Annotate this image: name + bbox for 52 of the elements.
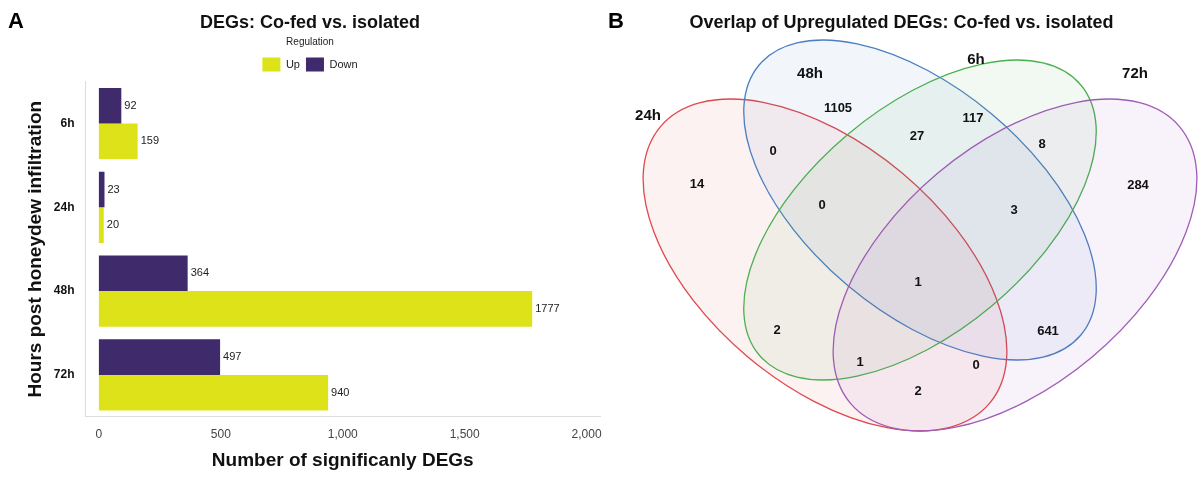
- y-axis-title: Hours post honeydew infiltration: [23, 100, 45, 398]
- x-tick-label: 1,500: [449, 427, 480, 442]
- legend-title: Regulation: [286, 36, 334, 48]
- text: B: [608, 8, 624, 34]
- y-tick-label: 6h: [60, 115, 75, 130]
- text: 1: [856, 353, 864, 369]
- data-label: 497: [223, 350, 242, 363]
- chart-title: DEGs: Co-fed vs. isolated: [199, 11, 421, 32]
- text: 1105: [823, 99, 853, 115]
- x-tick-label: 0: [95, 427, 103, 442]
- x-tick-label: 2,000: [571, 427, 602, 442]
- text: Overlap of Upregulated DEGs: Co-fed vs. isolated: [689, 12, 1114, 32]
- text: 284: [1127, 176, 1149, 192]
- text: 72h: [1122, 63, 1148, 81]
- y-tick-label: 24h: [53, 199, 75, 214]
- text: 8: [1038, 135, 1046, 151]
- text: 2: [914, 382, 922, 398]
- data-label: 364: [190, 266, 210, 279]
- legend-label: Up: [285, 57, 300, 70]
- text: 27: [909, 127, 925, 143]
- data-label: 23: [107, 182, 120, 195]
- x-tick-label: 500: [210, 427, 232, 442]
- data-label: 940: [331, 385, 350, 398]
- bar: [98, 207, 104, 243]
- text: 2: [773, 321, 781, 337]
- text: 14: [689, 175, 705, 191]
- bar: [98, 291, 533, 327]
- data-label: 92: [124, 98, 137, 111]
- text: 6h: [967, 49, 985, 67]
- text: 1: [914, 273, 922, 289]
- x-tick-label: 1,000: [327, 427, 359, 442]
- text: 0: [818, 196, 826, 212]
- data-label: 20: [106, 218, 120, 231]
- text: 0: [769, 142, 777, 158]
- text: A: [8, 8, 24, 34]
- data-label: 159: [140, 134, 160, 147]
- legend-label: Down: [329, 57, 358, 70]
- bar: [98, 87, 122, 124]
- data-label: 1777: [535, 301, 560, 314]
- text: 641: [1037, 322, 1059, 338]
- text: 0: [972, 356, 980, 372]
- bar: [98, 339, 221, 375]
- text: 24h: [635, 105, 661, 123]
- text: 3: [1010, 201, 1018, 217]
- bar: [98, 255, 188, 292]
- bar: [98, 123, 138, 160]
- x-axis-title: Number of significanly DEGs: [211, 448, 474, 470]
- y-tick-label: 72h: [53, 367, 75, 382]
- text: 48h: [797, 63, 823, 81]
- y-tick-label: 48h: [53, 283, 75, 298]
- text: 117: [962, 109, 984, 125]
- bar: [98, 374, 329, 411]
